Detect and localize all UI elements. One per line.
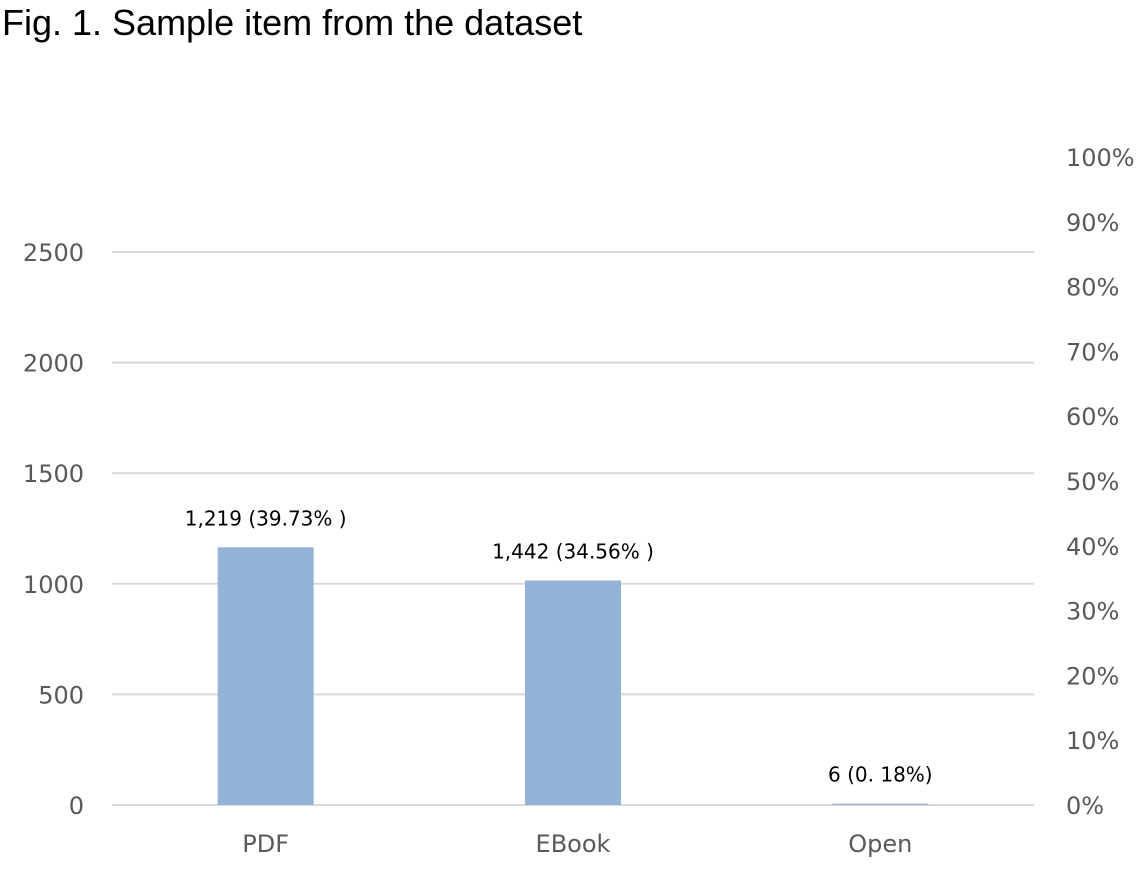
y2-tick-label: 20% <box>1066 662 1119 690</box>
y2-tick-label: 40% <box>1066 533 1119 561</box>
y2-tick-label: 60% <box>1066 403 1119 431</box>
category-axis: PDF EBook Open <box>242 830 912 858</box>
data-label: 6 (0. 18%) <box>828 763 933 787</box>
x-category-label: PDF <box>242 830 289 858</box>
y2-tick-label: 30% <box>1066 598 1119 626</box>
right-axis: 100% 90% 80% 70% 60% 50% 40% 30% 20% 10% 0% <box>1066 144 1135 820</box>
y2-tick-label: 100% <box>1066 144 1135 172</box>
y2-tick-label: 80% <box>1066 274 1119 302</box>
y2-tick-label: 70% <box>1066 338 1119 366</box>
y-tick-label: 1000 <box>23 571 84 599</box>
y2-tick-label: 10% <box>1066 727 1119 755</box>
left-axis: 2500 2000 1500 1000 500 0 <box>23 239 84 820</box>
data-label: 1,219 (39.73% ) <box>185 506 347 530</box>
y-tick-label: 2500 <box>23 239 84 267</box>
bar <box>525 580 621 805</box>
y2-tick-label: 0% <box>1066 792 1104 820</box>
y2-tick-label: 90% <box>1066 209 1119 237</box>
y2-tick-label: 50% <box>1066 468 1119 496</box>
data-label: 1,442 (34.56% ) <box>492 539 654 563</box>
bar <box>832 803 929 805</box>
x-category-label: EBook <box>536 830 611 858</box>
data-labels: 1,219 (39.73% ) 1,442 (34.56% ) 6 (0. 18%) <box>185 506 933 786</box>
y-tick-label: 500 <box>38 681 84 709</box>
bars <box>217 547 929 805</box>
y-tick-label: 0 <box>69 792 84 820</box>
y-tick-label: 2000 <box>23 350 84 378</box>
figure-title: Fig. 1. Sample item from the dataset <box>2 2 583 43</box>
x-category-label: Open <box>848 830 912 858</box>
bar <box>217 547 314 805</box>
y-tick-label: 1500 <box>23 460 84 488</box>
